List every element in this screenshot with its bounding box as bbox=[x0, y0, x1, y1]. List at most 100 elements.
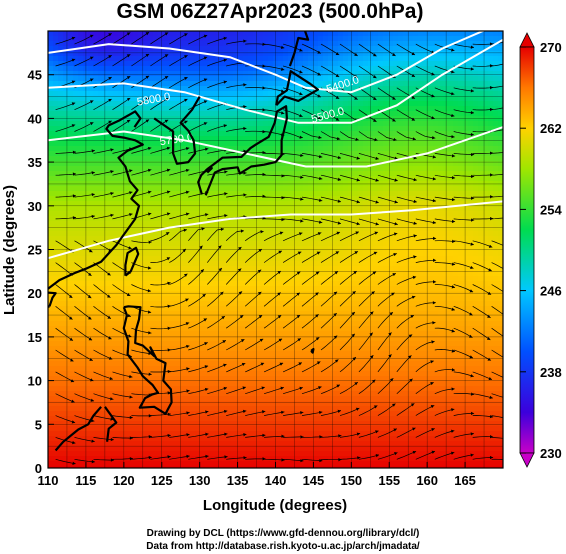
temperature-cell bbox=[73, 76, 79, 82]
temperature-cell bbox=[263, 401, 269, 407]
temperature-cell bbox=[288, 456, 294, 462]
temperature-cell bbox=[173, 341, 179, 347]
temperature-cell bbox=[328, 196, 334, 202]
temperature-cell bbox=[118, 426, 124, 432]
temperature-cell bbox=[258, 151, 264, 157]
temperature-cell bbox=[113, 346, 119, 352]
temperature-cell bbox=[123, 56, 129, 62]
temperature-cell bbox=[218, 171, 224, 177]
temperature-cell bbox=[138, 411, 144, 417]
temperature-cell bbox=[253, 111, 259, 117]
temperature-cell bbox=[228, 441, 234, 447]
temperature-cell bbox=[328, 321, 334, 327]
temperature-cell bbox=[253, 406, 259, 412]
temperature-cell bbox=[308, 376, 314, 382]
temperature-cell bbox=[228, 231, 234, 237]
temperature-cell bbox=[53, 251, 59, 257]
temperature-cell bbox=[163, 331, 169, 337]
temperature-cell bbox=[183, 161, 189, 167]
temperature-cell bbox=[158, 106, 164, 112]
temperature-cell bbox=[283, 186, 289, 192]
temperature-cell bbox=[73, 421, 79, 427]
temperature-cell bbox=[233, 246, 239, 252]
temperature-cell bbox=[148, 106, 154, 112]
temperature-cell bbox=[253, 436, 259, 442]
temperature-cell bbox=[253, 31, 259, 37]
temperature-cell bbox=[288, 31, 294, 37]
temperature-cell bbox=[63, 191, 69, 197]
temperature-cell bbox=[303, 106, 309, 112]
temperature-cell bbox=[243, 341, 249, 347]
temperature-cell bbox=[63, 101, 69, 107]
temperature-cell bbox=[218, 351, 224, 357]
temperature-cell bbox=[103, 441, 109, 447]
temperature-cell bbox=[263, 246, 269, 252]
temperature-cell bbox=[93, 361, 99, 367]
temperature-cell bbox=[133, 406, 139, 412]
temperature-cell bbox=[173, 216, 179, 222]
temperature-cell bbox=[58, 341, 64, 347]
temperature-cell bbox=[268, 326, 274, 332]
temperature-cell bbox=[253, 256, 259, 262]
temperature-cell bbox=[168, 346, 174, 352]
temperature-cell bbox=[318, 226, 324, 232]
temperature-cell bbox=[263, 261, 269, 267]
temperature-cell bbox=[188, 231, 194, 237]
temperature-cell bbox=[53, 236, 59, 242]
temperature-cell bbox=[248, 226, 254, 232]
temperature-cell bbox=[173, 241, 179, 247]
temperature-cell bbox=[258, 101, 264, 107]
temperature-cell bbox=[148, 426, 154, 432]
temperature-cell bbox=[133, 376, 139, 382]
temperature-cell bbox=[143, 156, 149, 162]
temperature-cell bbox=[243, 236, 249, 242]
temperature-cell bbox=[48, 156, 54, 162]
temperature-cell bbox=[313, 301, 319, 307]
temperature-cell bbox=[153, 431, 159, 437]
temperature-cell bbox=[258, 216, 264, 222]
temperature-cell bbox=[283, 381, 289, 387]
temperature-cell bbox=[58, 231, 64, 237]
temperature-cell bbox=[163, 36, 169, 42]
temperature-cell bbox=[128, 346, 134, 352]
temperature-cell bbox=[253, 201, 259, 207]
temperature-cell bbox=[273, 276, 279, 282]
temperature-cell bbox=[258, 451, 264, 457]
temperature-cell bbox=[53, 401, 59, 407]
temperature-cell bbox=[213, 176, 219, 182]
temperature-cell bbox=[148, 291, 154, 297]
temperature-cell bbox=[188, 166, 194, 172]
temperature-cell bbox=[273, 236, 279, 242]
temperature-cell bbox=[88, 71, 94, 77]
temperature-cell bbox=[198, 136, 204, 142]
temperature-cell bbox=[78, 391, 84, 397]
temperature-cell bbox=[278, 111, 284, 117]
temperature-cell bbox=[313, 126, 319, 132]
temperature-cell bbox=[68, 411, 74, 417]
temperature-cell bbox=[218, 441, 224, 447]
temperature-cell bbox=[308, 161, 314, 167]
temperature-cell bbox=[233, 31, 239, 37]
temperature-cell bbox=[303, 191, 309, 197]
temperature-cell bbox=[248, 56, 254, 62]
temperature-cell bbox=[293, 451, 299, 457]
temperature-cell bbox=[238, 416, 244, 422]
temperature-cell bbox=[248, 281, 254, 287]
temperature-cell bbox=[48, 296, 54, 302]
temperature-cell bbox=[283, 96, 289, 102]
temperature-cell bbox=[188, 256, 194, 262]
temperature-cell bbox=[288, 346, 294, 352]
temperature-cell bbox=[323, 201, 329, 207]
temperature-cell bbox=[218, 201, 224, 207]
temperature-cell bbox=[168, 351, 174, 357]
temperature-cell bbox=[128, 256, 134, 262]
temperature-cell bbox=[113, 206, 119, 212]
temperature-cell bbox=[233, 81, 239, 87]
temperature-cell bbox=[213, 426, 219, 432]
temperature-cell bbox=[183, 46, 189, 52]
temperature-cell bbox=[328, 331, 334, 337]
temperature-cell bbox=[58, 141, 64, 147]
temperature-cell bbox=[273, 266, 279, 272]
temperature-cell bbox=[263, 86, 269, 92]
temperature-cell bbox=[253, 36, 259, 42]
